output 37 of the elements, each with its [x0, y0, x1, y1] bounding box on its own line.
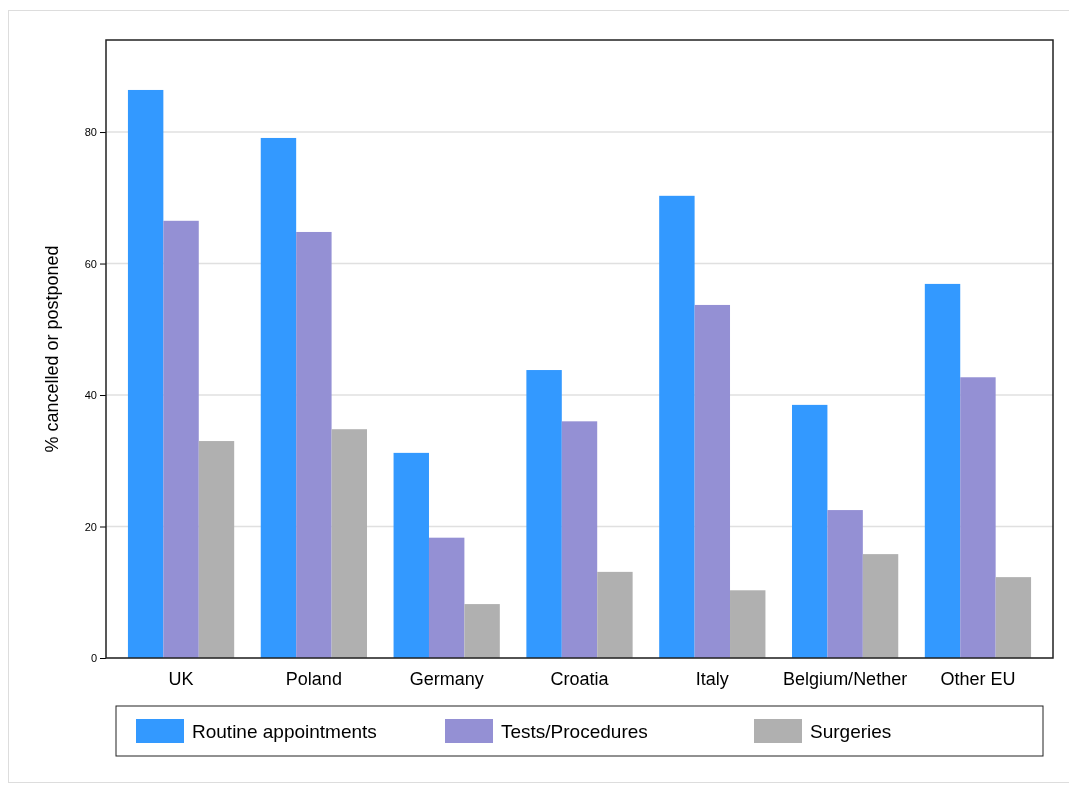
y-axis-title: % cancelled or postponed: [42, 245, 62, 453]
bar: [260, 137, 297, 658]
x-tick-label: Italy: [695, 668, 729, 689]
legend-label: Tests/Procedures: [501, 720, 648, 742]
x-tick-label: Croatia: [550, 668, 610, 689]
bar: [464, 604, 500, 658]
bar: [127, 89, 164, 658]
legend-label: Surgeries: [810, 720, 892, 742]
y-tick-label: 20: [84, 520, 97, 533]
y-tick-label: 80: [84, 126, 97, 139]
bar: [792, 404, 828, 658]
y-tick-label: 60: [84, 257, 97, 270]
x-tick-label: Germany: [409, 668, 484, 689]
bar: [960, 377, 996, 658]
bar: [428, 537, 465, 658]
bar: [924, 283, 961, 658]
bar: [331, 429, 367, 658]
bar: [862, 554, 899, 658]
bar: [597, 571, 633, 658]
bar: [694, 304, 731, 658]
bar: [827, 510, 863, 658]
y-tick-label: 0: [90, 652, 97, 665]
bar: [393, 452, 429, 658]
bar: [659, 195, 695, 658]
bar: [526, 370, 562, 658]
bar: [730, 590, 766, 658]
bar: [198, 441, 235, 658]
bar: [296, 231, 332, 658]
x-tick-label: Other EU: [940, 668, 1016, 689]
bar: [163, 220, 199, 658]
x-tick-label: Poland: [285, 668, 342, 689]
x-tick-label: UK: [168, 668, 194, 689]
bar: [995, 577, 1032, 658]
legend-label: Routine appointments: [192, 720, 377, 742]
bar: [561, 421, 598, 658]
x-tick-label: Belgium/Nether: [783, 668, 908, 689]
y-tick-label: 40: [84, 389, 97, 402]
